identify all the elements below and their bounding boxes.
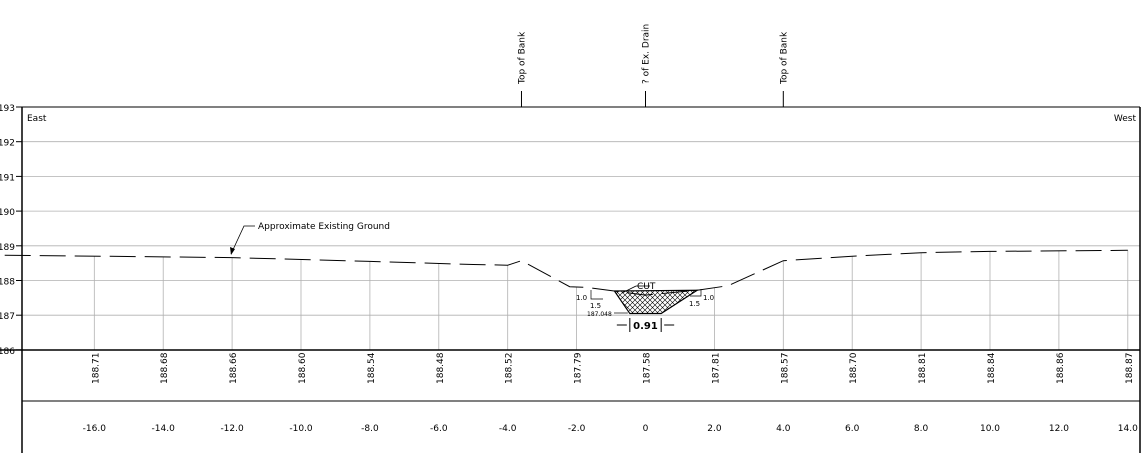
elevation-row-label: 188.68 (160, 352, 170, 384)
marker-label: Top of Bank (779, 31, 789, 85)
elevation-row-label: 188.70 (849, 352, 859, 384)
ground-callout-label: Approximate Existing Ground (258, 222, 390, 232)
offset-row-label: 6.0 (845, 424, 860, 434)
cut-label: CUT (637, 282, 656, 292)
right-slope-run: 1.5 (689, 300, 700, 308)
elevation-gridlines (22, 141, 1140, 316)
right-slope-rise: 1.0 (703, 294, 714, 302)
cut-leader (621, 285, 637, 294)
east-label: East (27, 114, 47, 124)
marker-label: ? of Ex. Drain (642, 24, 652, 84)
elevation-tick-label: 186 (0, 347, 15, 357)
offset-row-label: -16.0 (83, 424, 107, 434)
elevation-row-label: 188.66 (229, 352, 239, 384)
cut-bottom-elevation: 187.048 (587, 311, 612, 318)
marker-label: Top of Bank (517, 31, 527, 85)
offset-row-label: 12.0 (1049, 424, 1069, 434)
elevation-axis: 193 192 191 190 189 188 187 186 (0, 104, 22, 357)
elevation-tick-label: 187 (0, 312, 15, 322)
offset-row-label: 10.0 (980, 424, 1000, 434)
offset-row-label: -6.0 (430, 424, 448, 434)
top-markers: Top of Bank ? of Ex. Drain Top of Bank (517, 24, 789, 107)
elevation-tick-label: 190 (0, 208, 15, 218)
elevation-row-label: 188.87 (1125, 353, 1135, 385)
ground-callout-leader (230, 225, 255, 255)
elevation-tick-label: 193 (0, 104, 15, 114)
offset-row-label: -8.0 (361, 424, 379, 434)
right-slope-triangle (690, 289, 702, 297)
left-slope-rise: 1.0 (576, 294, 587, 302)
offset-row-label: -10.0 (289, 424, 313, 434)
offset-row-label: 8.0 (914, 424, 929, 434)
elevation-row-label: 187.79 (574, 352, 584, 384)
offset-row-label: -12.0 (220, 424, 244, 434)
elevation-row-label: 187.58 (643, 352, 653, 384)
offset-row: -16.0 -14.0 -12.0 -10.0 -8.0 -6.0 -4.0 -2.0 0 2.0… (83, 424, 1138, 434)
offset-row-label: 0 (643, 424, 649, 434)
elevation-row-label: 188.81 (918, 353, 928, 385)
west-label: West (1114, 114, 1137, 124)
elevation-tick-label: 191 (0, 173, 15, 183)
elevation-row-label: 188.86 (1056, 352, 1066, 384)
offset-row-label: 14.0 (1118, 424, 1138, 434)
left-slope-run: 1.5 (590, 302, 601, 310)
elevation-row-label: 188.48 (436, 352, 446, 384)
elevation-row-label: 188.84 (987, 352, 997, 384)
offset-row-label: -2.0 (568, 424, 586, 434)
elevation-row-label: 188.71 (91, 353, 101, 385)
elevation-tick-label: 192 (0, 139, 15, 149)
elevation-tick-label: 188 (0, 278, 15, 288)
offset-row-label: -14.0 (152, 424, 176, 434)
offset-row-label: 4.0 (776, 424, 791, 434)
section-frame (0, 106, 1141, 453)
elevation-row-label: 188.57 (780, 353, 790, 385)
left-slope-triangle (590, 290, 603, 300)
offset-row-label: -4.0 (499, 424, 517, 434)
station-verticals (93, 250, 1129, 350)
elevation-row: 188.71 188.68 188.66 188.60 188.54 188.48 188.… (91, 352, 1135, 384)
bottom-width-label: 0.91 (633, 321, 658, 332)
existing-ground-line (4, 249, 1128, 296)
offset-row-label: 2.0 (707, 424, 722, 434)
cut-area (613, 289, 700, 315)
ground-callout: Approximate Existing Ground (230, 222, 390, 255)
elevation-row-label: 188.60 (298, 352, 308, 384)
elevation-row-label: 188.52 (505, 353, 515, 385)
elevation-row-label: 187.81 (711, 353, 721, 385)
elevation-row-label: 188.54 (367, 352, 377, 384)
ground-callout-arrowhead (230, 247, 235, 255)
elevation-tick-label: 189 (0, 243, 15, 253)
